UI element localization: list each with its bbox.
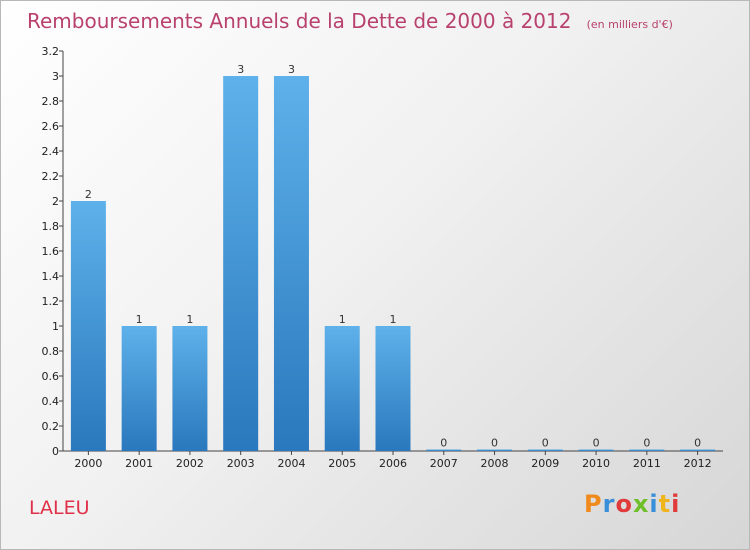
x-tick-label: 2012 — [684, 457, 712, 470]
bar — [121, 326, 157, 451]
bar — [527, 449, 563, 451]
bar — [477, 449, 513, 451]
y-tick-label: 1.2 — [42, 295, 60, 308]
x-tick-label: 2000 — [74, 457, 102, 470]
y-tick-label: 0.4 — [42, 395, 60, 408]
data-label: 3 — [237, 63, 244, 76]
data-label: 0 — [440, 437, 447, 450]
y-tick-label: 0 — [52, 445, 59, 458]
x-tick-label: 2006 — [379, 457, 407, 470]
title-row: Remboursements Annuels de la Dette de 20… — [27, 9, 673, 33]
bar — [273, 76, 309, 451]
data-label: 1 — [136, 313, 143, 326]
x-tick-label: 2002 — [176, 457, 204, 470]
x-tick-label: 2009 — [531, 457, 559, 470]
chart-unit: (en milliers d'€) — [586, 18, 673, 31]
bars — [70, 76, 716, 451]
brand-letter: i — [649, 490, 659, 518]
bar — [426, 449, 462, 451]
data-label: 0 — [694, 437, 701, 450]
y-tick-label: 0.8 — [42, 345, 60, 358]
y-tick-label: 2.4 — [42, 145, 60, 158]
y-tick-label: 0.2 — [42, 420, 60, 433]
brand-letter: P — [584, 490, 603, 518]
data-label: 3 — [288, 63, 295, 76]
y-tick-label: 1 — [52, 320, 59, 333]
data-label: 0 — [542, 437, 549, 450]
x-tick-label: 2003 — [227, 457, 255, 470]
bar — [324, 326, 360, 451]
data-label: 1 — [390, 313, 397, 326]
y-tick-label: 0.6 — [42, 370, 60, 383]
x-tick-label: 2005 — [328, 457, 356, 470]
data-label: 0 — [593, 437, 600, 450]
y-tick-label: 2.8 — [42, 95, 60, 108]
bar — [680, 449, 716, 451]
x-tick-label: 2008 — [481, 457, 509, 470]
x-tick-label: 2010 — [582, 457, 610, 470]
bar — [223, 76, 259, 451]
data-label: 2 — [85, 188, 92, 201]
x-tick-label: 2007 — [430, 457, 458, 470]
brand-letter: t — [658, 490, 672, 518]
bar — [172, 326, 208, 451]
x-tick-label: 2004 — [277, 457, 305, 470]
data-label: 0 — [643, 437, 650, 450]
y-tick-label: 1.4 — [42, 270, 60, 283]
data-labels: 2 1 1 3 3 1 1 0 0 0 0 0 0 — [85, 63, 701, 450]
data-label: 1 — [339, 313, 346, 326]
data-label: 0 — [491, 437, 498, 450]
brand-letter: x — [632, 490, 650, 518]
y-tick-label: 1.8 — [42, 220, 60, 233]
y-tick-label: 2.6 — [42, 120, 60, 133]
x-tick-label: 2011 — [633, 457, 661, 470]
y-tick-label: 3 — [52, 70, 59, 83]
brand-letter: r — [602, 490, 616, 518]
x-tick-label: 2001 — [125, 457, 153, 470]
data-label: 1 — [186, 313, 193, 326]
bar — [375, 326, 411, 451]
bar — [578, 449, 614, 451]
brand-letter: o — [615, 490, 633, 518]
y-axis: 0 0.2 0.4 0.6 0.8 1 1.2 1.4 1.6 1.8 2 2.2 2.4 2.6 2.8 3… — [42, 45, 64, 458]
x-axis: 2000 2001 2002 2003 2004 2005 2006 2007 2008 2009… — [63, 450, 723, 470]
y-tick-label: 1.6 — [42, 245, 60, 258]
bar — [629, 449, 665, 451]
y-tick-label: 2.2 — [42, 170, 60, 183]
commune-name: LALEU — [29, 497, 90, 519]
brand-logo[interactable]: Proxiti — [584, 490, 680, 518]
brand-letter: i — [671, 490, 681, 518]
y-tick-label: 2 — [52, 195, 59, 208]
y-tick-label: 3.2 — [42, 45, 60, 58]
bar — [70, 201, 106, 451]
chart-title: Remboursements Annuels de la Dette de 20… — [27, 9, 572, 33]
